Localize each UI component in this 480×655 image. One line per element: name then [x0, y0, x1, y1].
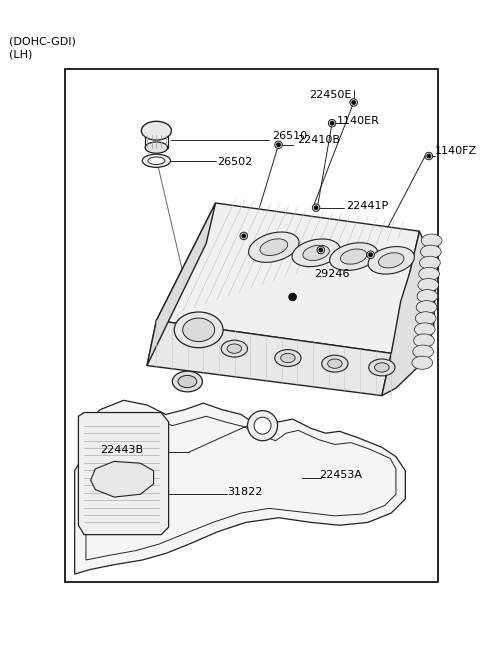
- Ellipse shape: [328, 359, 342, 368]
- Circle shape: [242, 234, 245, 238]
- Ellipse shape: [421, 234, 442, 247]
- Circle shape: [275, 141, 282, 149]
- Ellipse shape: [227, 344, 241, 353]
- Ellipse shape: [142, 154, 170, 167]
- Ellipse shape: [183, 318, 215, 342]
- Polygon shape: [147, 320, 391, 396]
- Text: 1140FZ: 1140FZ: [434, 146, 477, 157]
- Ellipse shape: [174, 312, 223, 348]
- Ellipse shape: [249, 232, 299, 263]
- Ellipse shape: [374, 363, 389, 372]
- Polygon shape: [78, 413, 168, 534]
- Ellipse shape: [413, 345, 433, 358]
- Text: (DOHC-GDI): (DOHC-GDI): [9, 37, 76, 47]
- Circle shape: [314, 206, 318, 210]
- Ellipse shape: [416, 301, 437, 314]
- Text: 22443B: 22443B: [100, 445, 143, 455]
- Text: 31822: 31822: [227, 487, 262, 497]
- Ellipse shape: [142, 121, 171, 140]
- Circle shape: [330, 121, 334, 125]
- Circle shape: [289, 293, 296, 300]
- Ellipse shape: [379, 253, 404, 268]
- Ellipse shape: [148, 157, 165, 164]
- Ellipse shape: [260, 239, 288, 255]
- Bar: [65, 69, 438, 582]
- Text: 26510: 26510: [272, 131, 307, 141]
- Ellipse shape: [330, 243, 378, 271]
- Circle shape: [312, 204, 320, 212]
- Circle shape: [291, 295, 294, 299]
- Ellipse shape: [172, 371, 203, 392]
- Text: 22453A: 22453A: [319, 470, 362, 481]
- Ellipse shape: [412, 356, 432, 369]
- Ellipse shape: [369, 359, 395, 376]
- Ellipse shape: [368, 246, 414, 274]
- Ellipse shape: [420, 245, 441, 258]
- Circle shape: [425, 153, 432, 160]
- Circle shape: [367, 251, 374, 259]
- Ellipse shape: [417, 290, 438, 303]
- Circle shape: [352, 101, 355, 104]
- Ellipse shape: [340, 249, 367, 264]
- Ellipse shape: [322, 355, 348, 372]
- Text: 22441P: 22441P: [346, 201, 388, 211]
- Ellipse shape: [275, 350, 301, 367]
- Text: 26502: 26502: [217, 157, 252, 166]
- Ellipse shape: [145, 142, 168, 153]
- Circle shape: [317, 246, 324, 253]
- Circle shape: [248, 411, 277, 441]
- Ellipse shape: [419, 267, 439, 280]
- Ellipse shape: [414, 334, 434, 347]
- Text: 22410B: 22410B: [297, 135, 340, 145]
- Text: 22450E: 22450E: [309, 90, 351, 100]
- Polygon shape: [382, 231, 435, 396]
- Ellipse shape: [178, 375, 197, 388]
- Ellipse shape: [281, 354, 295, 363]
- Ellipse shape: [418, 278, 439, 291]
- Circle shape: [289, 293, 296, 301]
- Circle shape: [240, 232, 248, 240]
- Polygon shape: [156, 203, 420, 353]
- Ellipse shape: [292, 239, 340, 267]
- Circle shape: [319, 248, 323, 252]
- Ellipse shape: [221, 340, 248, 357]
- Text: 29246: 29246: [314, 269, 350, 280]
- Ellipse shape: [415, 312, 436, 325]
- Text: 1140ER: 1140ER: [337, 117, 380, 126]
- Polygon shape: [75, 400, 405, 574]
- Circle shape: [427, 155, 431, 158]
- Circle shape: [369, 253, 372, 256]
- Circle shape: [328, 119, 336, 127]
- Circle shape: [254, 417, 271, 434]
- Polygon shape: [91, 461, 154, 497]
- Polygon shape: [147, 203, 216, 365]
- Ellipse shape: [415, 323, 435, 336]
- Ellipse shape: [303, 245, 329, 261]
- Circle shape: [277, 143, 280, 147]
- Circle shape: [350, 99, 358, 106]
- Text: (LH): (LH): [9, 50, 32, 60]
- Ellipse shape: [420, 256, 440, 269]
